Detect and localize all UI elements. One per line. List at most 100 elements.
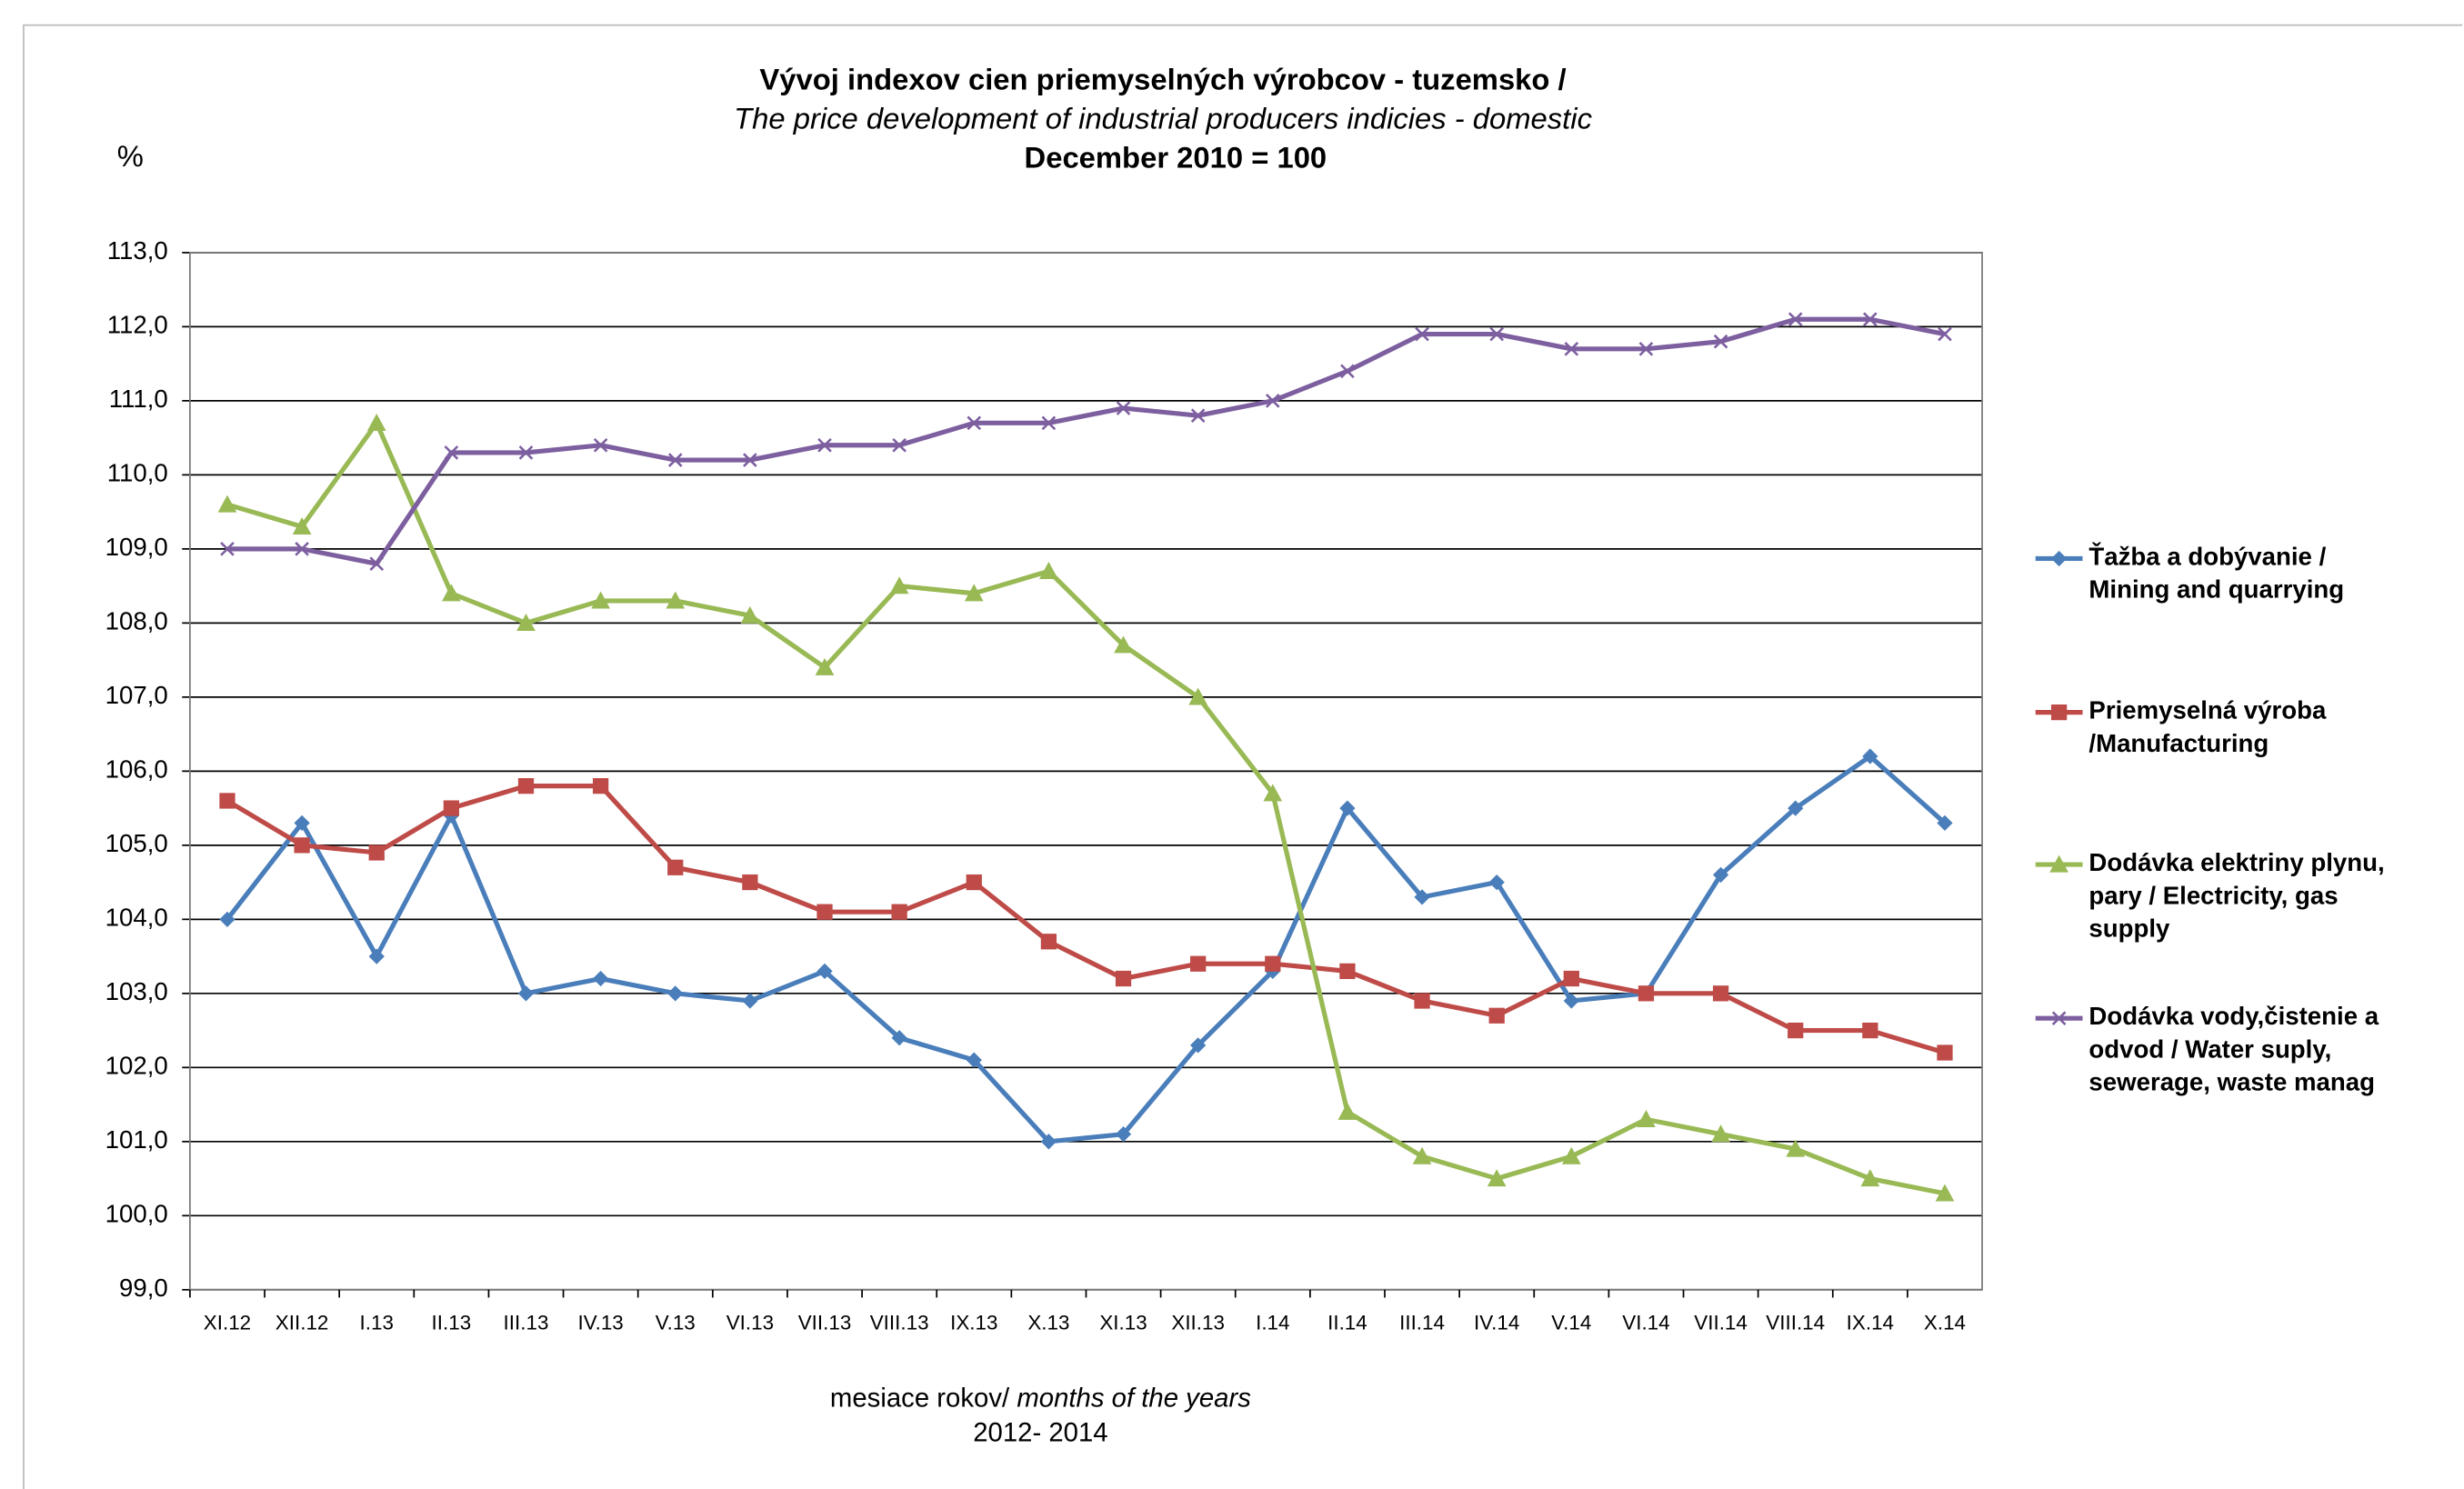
x-tick-label: V.14: [1551, 1312, 1591, 1334]
marker: [366, 413, 386, 431]
marker: [815, 657, 835, 675]
x-tick-label: VI.13: [726, 1312, 774, 1334]
x-tick-label: VI.14: [1622, 1312, 1669, 1334]
y-tick-label: 102,0: [105, 1052, 168, 1080]
y-tick-label: 108,0: [105, 607, 168, 635]
marker: [667, 859, 684, 875]
x-tick-label: IX.13: [950, 1312, 997, 1334]
marker: [1863, 312, 1878, 327]
marker: [2049, 854, 2068, 873]
y-tick-label: 111,0: [109, 385, 168, 413]
legend-label: Dodávka elektriny plynu, pary / Electrici…: [2088, 848, 2384, 942]
marker: [1190, 1037, 1207, 1054]
marker: [1488, 1007, 1505, 1024]
marker: [1563, 970, 1579, 987]
marker: [1711, 1124, 1730, 1143]
legend-line: supply: [2088, 914, 2170, 943]
marker: [1188, 687, 1208, 705]
marker: [220, 542, 235, 556]
marker: [2050, 704, 2068, 721]
legend-label: Dodávka vody,čistenie a odvod / Water sup…: [2088, 1002, 2379, 1095]
marker: [1040, 1134, 1057, 1150]
marker: [1040, 934, 1057, 950]
y-tick-label: 99,0: [119, 1274, 168, 1302]
legend-label: Ťažba a dobývanie / Mining and quarrying: [2088, 543, 2344, 604]
marker: [892, 437, 906, 453]
marker: [219, 793, 235, 809]
y-tick-label: 106,0: [105, 755, 168, 784]
marker: [1039, 561, 1058, 579]
chart-title: Vývoj indexov cien priemyselných výrobco…: [759, 62, 1566, 95]
x-label-plain: mesiace rokov/: [830, 1383, 1010, 1413]
marker: [1788, 800, 1804, 816]
marker: [1788, 1022, 1804, 1039]
legend-line: odvod / Water suply,: [2088, 1035, 2331, 1064]
y-tick-label: 101,0: [105, 1125, 168, 1154]
y-tick-label: 103,0: [105, 977, 168, 1005]
marker: [964, 584, 984, 602]
frame: [23, 24, 2463, 1489]
marker: [1412, 1146, 1432, 1164]
marker: [1339, 963, 1356, 980]
x-tick-label: VIII.13: [870, 1312, 929, 1334]
legend-line: Ťažba a dobývanie /: [2088, 543, 2326, 571]
series-line: [226, 316, 1946, 566]
marker: [2050, 550, 2068, 567]
marker: [593, 778, 609, 794]
marker: [517, 778, 535, 794]
x-tick-label: X.13: [1027, 1312, 1069, 1334]
marker: [1938, 326, 1952, 342]
marker: [1712, 985, 1729, 1002]
marker: [1937, 1044, 1953, 1061]
marker: [1637, 1110, 1656, 1127]
x-tick-label: II.13: [432, 1312, 472, 1334]
marker: [516, 614, 536, 631]
marker: [368, 844, 385, 861]
marker: [740, 605, 760, 624]
marker: [1340, 364, 1355, 379]
y-tick-label: 104,0: [105, 904, 168, 932]
x-tick-label: IX.14: [1847, 1312, 1894, 1334]
y-tick-label: 110,0: [107, 459, 168, 487]
x-tick-label: I.13: [360, 1312, 394, 1334]
marker: [1115, 1126, 1132, 1143]
y-tick-label: 109,0: [105, 533, 168, 561]
x-tick-label: XI.12: [204, 1312, 251, 1334]
x-tick-label: V.13: [656, 1312, 696, 1334]
marker: [743, 453, 757, 467]
marker: [442, 584, 461, 602]
marker: [667, 985, 684, 1002]
x-axis-years: 2012- 2014: [973, 1417, 1107, 1447]
y-tick-label: 107,0: [105, 681, 168, 709]
marker: [891, 1030, 907, 1046]
series-line: [225, 754, 1947, 1144]
y-tick-label: 112,0: [107, 311, 168, 339]
marker: [517, 985, 535, 1002]
x-axis-label: mesiace rokov/ months of the years: [830, 1383, 1251, 1413]
marker: [1564, 342, 1579, 356]
marker: [1414, 993, 1430, 1009]
marker: [1786, 1139, 1806, 1157]
legend-label: Priemyselná výroba/Manufacturing: [2088, 696, 2327, 757]
x-tick-label: XII.13: [1171, 1312, 1225, 1334]
marker: [369, 556, 385, 571]
legend-line: /Manufacturing: [2088, 729, 2269, 757]
marker: [1414, 889, 1430, 905]
x-tick-label: IV.14: [1474, 1312, 1519, 1334]
legend-line: Priemyselná výroba: [2088, 696, 2327, 725]
legend-line: Dodávka elektriny plynu,: [2088, 848, 2384, 876]
legend-line: sewerage, waste manag: [2088, 1068, 2375, 1096]
x-tick-label: I.14: [1256, 1312, 1289, 1334]
marker: [742, 993, 758, 1009]
marker: [292, 517, 312, 535]
marker: [667, 453, 683, 467]
marker: [817, 437, 832, 453]
marker: [593, 970, 609, 987]
y-tick-label: 105,0: [105, 829, 168, 857]
marker: [1935, 1184, 1955, 1202]
marker: [891, 904, 907, 920]
marker: [1862, 1022, 1878, 1039]
x-tick-label: VII.13: [798, 1312, 852, 1334]
marker: [889, 576, 909, 595]
